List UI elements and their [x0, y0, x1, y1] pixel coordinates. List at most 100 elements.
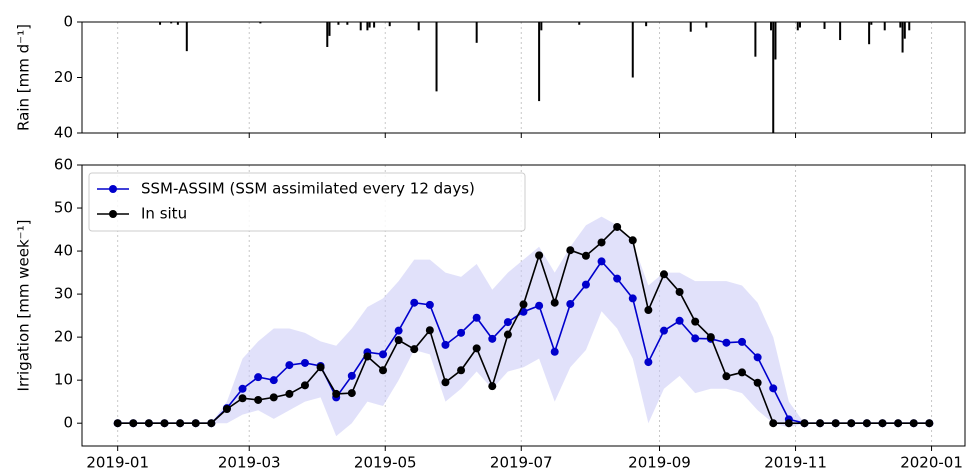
rain-bar — [326, 22, 329, 47]
series-point — [441, 378, 450, 387]
series-point — [847, 419, 856, 428]
rain-bar — [475, 22, 478, 43]
rain-bar — [798, 22, 801, 28]
rain-bar — [770, 22, 773, 31]
series-point — [269, 376, 278, 385]
y-axis-label: Irrigation [mm week⁻¹] — [15, 220, 33, 392]
series-point — [472, 344, 481, 353]
rain-bar — [185, 22, 188, 52]
rain-bar — [839, 22, 842, 41]
series-point — [238, 394, 247, 403]
series-point — [581, 280, 590, 289]
series-point — [394, 326, 403, 335]
series-point — [628, 294, 637, 303]
series-point — [550, 347, 559, 356]
series-point — [347, 389, 356, 398]
rain-bar — [373, 22, 376, 28]
rain-bar — [328, 22, 331, 36]
series-point — [410, 298, 419, 307]
x-tick-label: 2019-09 — [628, 454, 691, 471]
rain-bar — [796, 22, 799, 31]
series-point — [129, 419, 138, 428]
y-tick-label: 60 — [54, 156, 73, 174]
series-point — [269, 393, 278, 402]
series-point — [566, 299, 575, 308]
series-point — [691, 317, 700, 326]
series-point — [535, 251, 544, 260]
rain-bar — [540, 22, 543, 31]
series-point — [441, 340, 450, 349]
series-point — [176, 419, 185, 428]
series-point — [691, 334, 700, 343]
rain-bar — [578, 22, 581, 25]
rain-bar — [631, 22, 634, 78]
x-tick-label: 2019-01 — [86, 454, 149, 471]
legend-box — [88, 172, 526, 232]
series-point — [425, 300, 434, 309]
series-point — [535, 301, 544, 310]
series-point — [738, 368, 747, 377]
uncertainty-band — [117, 216, 930, 437]
rain-bar — [337, 22, 340, 25]
series-point — [488, 382, 497, 391]
rain-bar — [868, 22, 871, 45]
rain-bar — [417, 22, 420, 31]
series-point — [425, 326, 434, 335]
series-point — [519, 300, 528, 309]
series-point — [207, 419, 216, 428]
series-point — [222, 404, 231, 413]
rain-bar — [899, 22, 902, 28]
series-point — [363, 352, 372, 361]
rain-bar — [368, 22, 371, 28]
series-point — [800, 419, 809, 428]
series-point — [613, 222, 622, 231]
rain-bar — [901, 22, 904, 53]
series-point — [503, 330, 512, 339]
series-point — [628, 236, 637, 245]
rain-bar — [170, 22, 173, 24]
series-point — [722, 338, 731, 347]
rain-bar — [388, 22, 391, 27]
series-point — [300, 381, 309, 390]
series-point — [784, 419, 793, 428]
series-point — [457, 328, 466, 337]
series-point — [347, 371, 356, 380]
rain-bar — [259, 22, 262, 24]
series-point — [566, 246, 575, 255]
rain-bar — [689, 22, 692, 32]
rain-bar — [908, 22, 911, 31]
series-point — [394, 336, 403, 345]
series-point — [675, 287, 684, 296]
series-point — [503, 318, 512, 327]
series-point — [753, 378, 762, 387]
series-point — [472, 313, 481, 322]
series-point — [144, 419, 153, 428]
series-point — [316, 363, 325, 372]
series-point — [644, 358, 653, 367]
series-point — [769, 419, 778, 428]
series-point — [379, 366, 388, 375]
series-point — [659, 270, 668, 279]
x-tick-label: 2019-05 — [354, 454, 417, 471]
series-point — [613, 274, 622, 283]
rain-bar — [705, 22, 708, 28]
series-point — [238, 384, 247, 393]
rain-bar — [435, 22, 438, 92]
y-axis-label: Rain [mm d⁻¹] — [15, 24, 33, 131]
series-point — [160, 419, 169, 428]
y-tick-label: 50 — [54, 199, 73, 217]
rain-bar — [772, 22, 775, 133]
rain-bar — [159, 22, 162, 25]
series-point — [894, 419, 903, 428]
series-point — [738, 337, 747, 346]
rain-bar — [883, 22, 886, 31]
series-point — [675, 316, 684, 325]
series-point — [113, 419, 122, 428]
series-point — [925, 419, 934, 428]
series-point — [753, 353, 762, 362]
series-point — [488, 334, 497, 343]
series-point — [659, 326, 668, 335]
series-point — [254, 373, 263, 382]
series-point — [300, 358, 309, 367]
